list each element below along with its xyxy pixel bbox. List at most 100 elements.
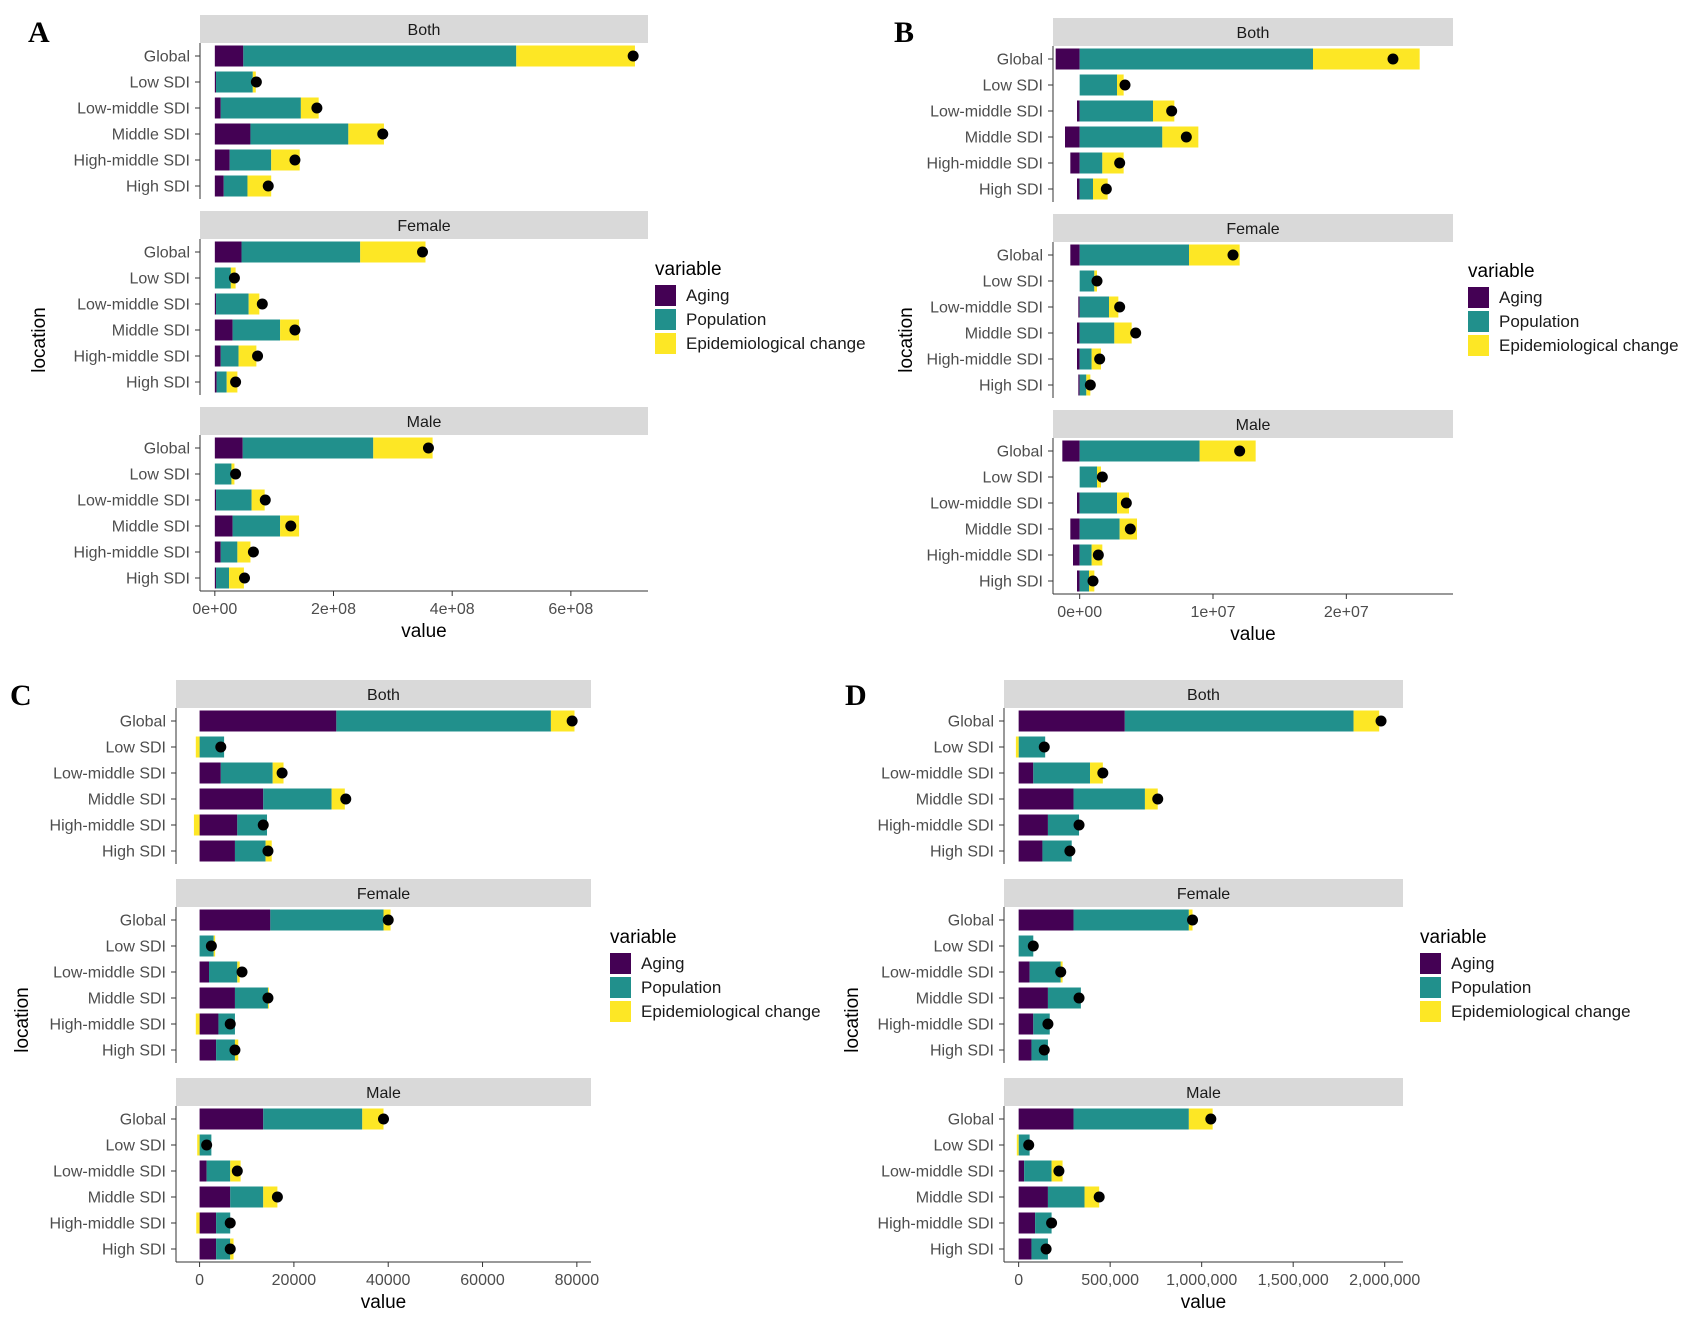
bar-aging: [1070, 152, 1080, 174]
bar-epidemiological-change: [1016, 1134, 1019, 1156]
bar-population: [1079, 244, 1189, 266]
bar-aging: [199, 1039, 217, 1061]
total-point: [252, 350, 264, 362]
total-point: [1027, 940, 1039, 952]
legend-label: Population: [1499, 312, 1579, 331]
bar-population: [220, 762, 273, 784]
y-tick-label: Middle SDI: [965, 130, 1043, 147]
legend-title: variable: [655, 259, 722, 280]
total-point: [230, 376, 242, 388]
bar-aging: [214, 541, 221, 563]
bar-epidemiological-change: [195, 736, 200, 758]
bar-population: [1073, 788, 1145, 810]
bar-aging: [1018, 1212, 1036, 1234]
y-tick-label: Low SDI: [934, 939, 994, 956]
legend-swatch-population: [1468, 311, 1489, 332]
bar-aging: [214, 515, 233, 537]
facet-strip: [176, 1078, 591, 1106]
y-tick-label: Global: [120, 714, 166, 731]
y-tick-label: High SDI: [930, 1242, 994, 1259]
bar-epidemiological-change: [1353, 710, 1380, 732]
bar-aging: [214, 567, 217, 589]
y-axis-title: location: [896, 307, 917, 373]
panel-label: D: [845, 679, 867, 712]
facet-strip-label: Female: [1177, 886, 1230, 903]
y-tick-label: Low SDI: [130, 467, 190, 484]
total-point: [224, 1217, 236, 1229]
total-point: [1064, 845, 1076, 857]
y-tick-label: High-middle SDI: [74, 349, 190, 366]
facet-strip-label: Female: [397, 218, 450, 235]
bar-population: [1079, 348, 1092, 370]
bar-population: [1079, 296, 1109, 318]
total-point: [271, 1191, 283, 1203]
facet-both: Both Global Low SDI Low-middle SDI Middle SD…: [74, 15, 648, 199]
bar-aging: [199, 788, 264, 810]
total-point: [1166, 105, 1178, 117]
total-point: [1119, 79, 1131, 91]
bar-epidemiological-change: [197, 1134, 200, 1156]
bar-population: [1073, 909, 1189, 931]
total-point: [382, 914, 394, 926]
bar-population: [336, 710, 551, 732]
legend-label: Population: [686, 310, 766, 329]
legend-title: variable: [1420, 927, 1487, 948]
legend-label: Population: [1451, 978, 1531, 997]
total-point: [1042, 1018, 1054, 1030]
y-tick-label: Low SDI: [983, 274, 1043, 291]
bar-epidemiological-change: [1189, 244, 1240, 266]
legend: variable Aging Population Epidemiological c…: [610, 927, 821, 1022]
bar-epidemiological-change: [300, 97, 319, 119]
y-tick-label: High-middle SDI: [878, 1216, 994, 1233]
bar-epidemiological-change: [1144, 788, 1158, 810]
bar-aging: [1077, 322, 1080, 344]
y-tick-label: High-middle SDI: [50, 1216, 166, 1233]
y-tick-label: High SDI: [979, 182, 1043, 199]
bar-aging: [214, 175, 224, 197]
bar-population: [241, 241, 361, 263]
total-point: [231, 1165, 243, 1177]
y-tick-label: Middle SDI: [88, 991, 166, 1008]
y-tick-label: High SDI: [126, 571, 190, 588]
facet-strip-label: Both: [1237, 25, 1270, 42]
bar-aging: [214, 149, 230, 171]
total-point: [1187, 914, 1199, 926]
bar-epidemiological-change: [1114, 322, 1132, 344]
x-tick-label: 0: [195, 1272, 204, 1289]
x-tick-label: 4e+08: [430, 601, 475, 618]
bar-aging: [199, 1186, 231, 1208]
facet-strip-label: Both: [367, 687, 400, 704]
total-point: [1023, 1139, 1035, 1151]
bar-aging: [214, 319, 233, 341]
legend-swatch-epidemiological-change: [1468, 335, 1489, 356]
bar-population: [234, 987, 268, 1009]
total-point: [285, 520, 297, 532]
bar-aging: [1077, 492, 1080, 514]
x-tick-label: 80000: [555, 1272, 600, 1289]
total-point: [1114, 301, 1126, 313]
facet-strip: [200, 211, 648, 239]
total-point: [422, 442, 434, 454]
bar-aging: [1018, 1238, 1032, 1260]
legend-swatch-aging: [610, 953, 631, 974]
x-axis-title: value: [361, 1292, 406, 1313]
total-point: [311, 102, 323, 114]
y-tick-label: Low-middle SDI: [77, 297, 190, 314]
x-tick-label: 40000: [366, 1272, 411, 1289]
total-point: [1038, 741, 1050, 753]
bar-population: [216, 1212, 231, 1234]
y-tick-label: Middle SDI: [965, 522, 1043, 539]
legend-label: Epidemiological change: [1499, 336, 1679, 355]
bar-aging: [1018, 961, 1030, 983]
y-tick-label: Low-middle SDI: [53, 965, 166, 982]
total-point: [417, 246, 429, 258]
facet-strip-label: Female: [357, 886, 410, 903]
bar-epidemiological-change: [1153, 100, 1175, 122]
bar-aging: [1070, 518, 1080, 540]
total-point: [1046, 1217, 1058, 1229]
bar-epidemiological-change: [516, 45, 635, 67]
total-point: [1094, 353, 1106, 365]
y-tick-label: Middle SDI: [965, 326, 1043, 343]
bar-population: [216, 71, 253, 93]
y-tick-label: Low-middle SDI: [53, 1164, 166, 1181]
